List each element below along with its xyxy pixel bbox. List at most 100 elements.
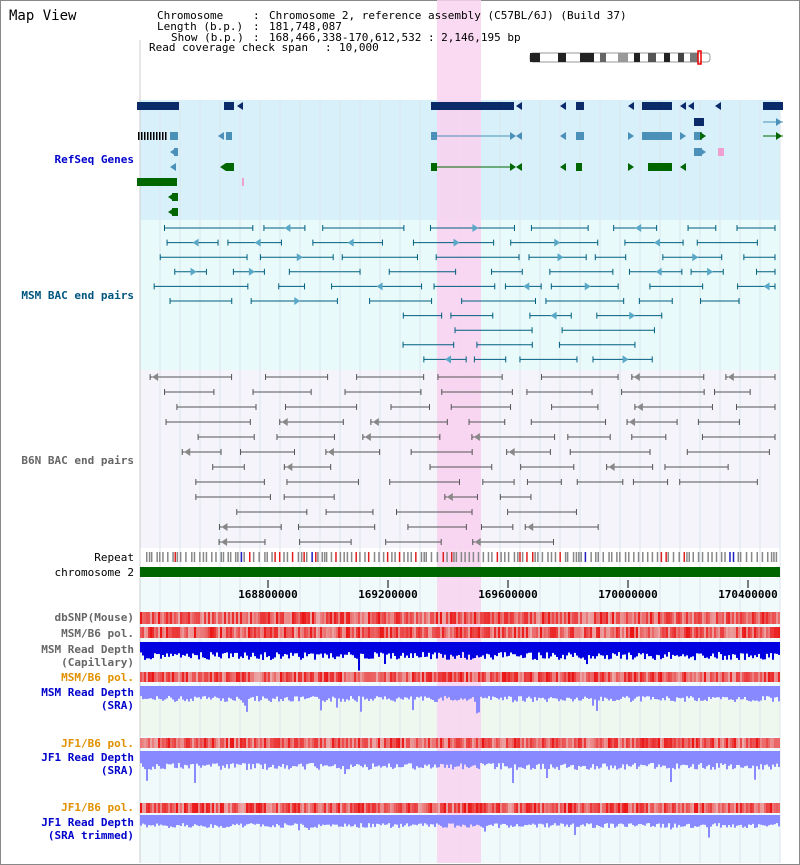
jf1-b6-pol2-heat-cell bbox=[344, 803, 346, 813]
jf1-depth-sra-bar bbox=[428, 751, 430, 765]
jf1-depth-sra-bar bbox=[674, 751, 676, 770]
jf1-b6-pol-heat-cell bbox=[262, 738, 264, 748]
track-label-refseq[interactable]: RefSeq Genes bbox=[54, 153, 134, 166]
msm-depth-cap-bar bbox=[384, 642, 386, 664]
jf1-depth-trim-bar bbox=[702, 815, 704, 825]
msm-depth-sra-bar bbox=[626, 686, 628, 697]
jf1-depth-sra-bar bbox=[288, 751, 290, 770]
msm-depth-cap-bar bbox=[726, 642, 728, 660]
msm-depth-sra-bar bbox=[168, 686, 170, 697]
jf1-depth-trim-bar bbox=[262, 815, 264, 825]
msm-depth-sra-bar bbox=[326, 686, 328, 701]
msm-b6-pol2-heat-cell bbox=[762, 672, 764, 682]
jf1-b6-pol2-heat-cell bbox=[516, 803, 518, 813]
jf1-depth-sra-bar bbox=[538, 751, 540, 764]
jf1-depth-sra-bar bbox=[562, 751, 564, 765]
jf1-depth-trim-bar bbox=[576, 815, 578, 827]
msm-depth-cap-bar bbox=[414, 642, 416, 654]
jf1-depth-sra-bar bbox=[528, 751, 530, 765]
jf1-depth-trim-bar bbox=[406, 815, 408, 824]
msm-b6-pol-heat-cell bbox=[288, 627, 290, 638]
msm-b6-pol-heat-cell bbox=[414, 627, 416, 638]
msm-b6-pol-heat-cell bbox=[196, 627, 198, 638]
dbsnp-heat-cell bbox=[700, 612, 702, 624]
jf1-b6-pol2-heat-cell bbox=[728, 803, 730, 813]
msm-b6-pol2-heat-cell bbox=[642, 672, 644, 682]
track-label-b6n-bac[interactable]: B6N BAC end pairs bbox=[21, 454, 134, 467]
track-label-msm-depth-sra-sub: (SRA) bbox=[100, 699, 134, 712]
msm-depth-sra-bar bbox=[608, 686, 610, 701]
repeat-element bbox=[707, 552, 709, 562]
msm-b6-pol2-heat-cell bbox=[726, 672, 728, 682]
dbsnp-heat-cell bbox=[294, 612, 296, 624]
msm-depth-sra-bar bbox=[438, 686, 440, 699]
msm-depth-cap-bar bbox=[352, 642, 354, 656]
jf1-b6-pol-heat-cell bbox=[692, 738, 694, 748]
dbsnp-heat-cell bbox=[660, 612, 662, 624]
msm-depth-cap-bar bbox=[748, 642, 750, 658]
jf1-depth-trim-bar bbox=[480, 815, 482, 827]
msm-depth-sra-bar bbox=[764, 686, 766, 701]
jf1-depth-sra-bar bbox=[774, 751, 776, 767]
jf1-b6-pol-heat-cell bbox=[156, 738, 158, 748]
dbsnp-heat-cell bbox=[414, 612, 416, 624]
msm-b6-pol2-heat-cell bbox=[294, 672, 296, 682]
msm-depth-sra-bar bbox=[532, 686, 534, 702]
msm-depth-sra-bar bbox=[176, 686, 178, 701]
jf1-b6-pol-heat-cell bbox=[264, 738, 266, 748]
repeat-element bbox=[550, 552, 553, 562]
jf1-b6-pol-heat-cell bbox=[150, 738, 152, 748]
jf1-b6-pol2-heat-cell bbox=[324, 803, 326, 813]
msm-depth-cap-bar bbox=[428, 642, 430, 653]
jf1-depth-sra-bar bbox=[396, 751, 398, 765]
gene-strand-arrow bbox=[445, 355, 452, 364]
msm-b6-pol-heat-cell bbox=[588, 627, 590, 638]
jf1-b6-pol2-heat-cell bbox=[168, 803, 170, 813]
jf1-depth-trim-bar bbox=[346, 815, 348, 827]
jf1-depth-trim-bar bbox=[220, 815, 222, 826]
msm-depth-sra-bar bbox=[670, 686, 672, 701]
track-label-msm-bac[interactable]: MSM BAC end pairs bbox=[21, 289, 134, 302]
dbsnp-heat-cell bbox=[772, 612, 774, 624]
msm-b6-pol2-heat-cell bbox=[510, 672, 512, 682]
jf1-b6-pol-heat-cell bbox=[272, 738, 274, 748]
repeat-element bbox=[720, 552, 723, 562]
dbsnp-heat-cell bbox=[348, 612, 350, 624]
msm-b6-pol2-heat-cell bbox=[646, 672, 648, 682]
dbsnp-heat-cell bbox=[292, 612, 294, 624]
msm-depth-sra-bar bbox=[288, 686, 290, 701]
colon: : bbox=[253, 31, 267, 44]
dbsnp-heat-cell bbox=[560, 612, 562, 624]
gene-strand-arrow bbox=[608, 463, 615, 471]
msm-b6-pol2-heat-cell bbox=[492, 672, 494, 682]
jf1-b6-pol2-heat-cell bbox=[396, 803, 398, 813]
jf1-depth-sra-bar bbox=[558, 751, 560, 770]
jf1-depth-sra-bar bbox=[346, 751, 348, 770]
msm-b6-pol-heat-cell bbox=[212, 627, 214, 638]
msm-depth-cap-bar bbox=[328, 642, 330, 659]
jf1-depth-trim-bar bbox=[336, 815, 338, 825]
jf1-depth-trim-bar bbox=[354, 815, 356, 825]
jf1-depth-sra-bar bbox=[546, 751, 548, 779]
msm-b6-pol2-heat-cell bbox=[694, 672, 696, 682]
dbsnp-heat-cell bbox=[672, 612, 674, 624]
jf1-depth-sra-bar bbox=[658, 751, 660, 765]
repeat-element bbox=[174, 552, 177, 562]
jf1-b6-pol-heat-cell bbox=[558, 738, 560, 748]
jf1-b6-pol2-heat-cell bbox=[280, 803, 282, 813]
msm-b6-pol-heat-cell bbox=[372, 627, 374, 638]
jf1-depth-trim-bar bbox=[222, 815, 224, 828]
jf1-depth-sra-bar bbox=[682, 751, 684, 765]
msm-depth-sra-bar bbox=[650, 686, 652, 700]
jf1-depth-sra-bar bbox=[456, 751, 458, 767]
jf1-depth-sra-bar bbox=[746, 751, 748, 766]
msm-b6-pol2-heat-cell bbox=[616, 672, 618, 682]
dbsnp-heat-cell bbox=[426, 612, 428, 624]
dbsnp-heat-cell bbox=[630, 612, 632, 624]
msm-depth-sra-bar bbox=[470, 686, 472, 699]
jf1-b6-pol2-heat-cell bbox=[146, 803, 148, 813]
msm-depth-cap-bar bbox=[460, 642, 462, 658]
jf1-depth-trim-bar bbox=[282, 815, 284, 828]
msm-depth-cap-bar bbox=[666, 642, 668, 657]
